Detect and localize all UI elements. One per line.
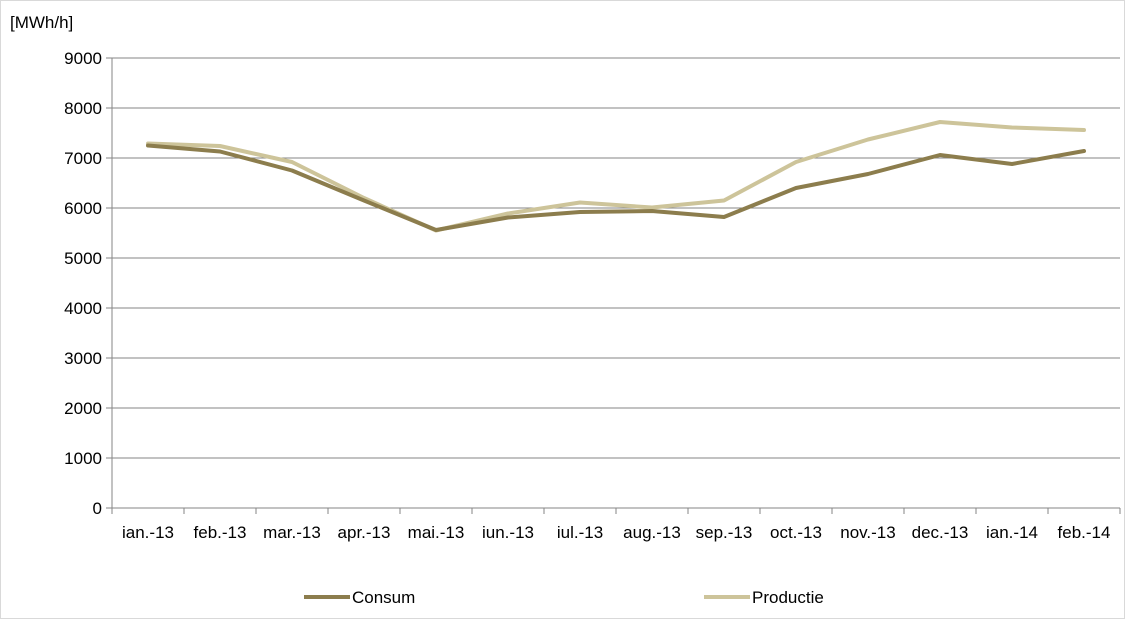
legend: Consum Productie <box>304 588 824 607</box>
x-tick-label: iul.-13 <box>557 523 603 542</box>
y-tick-label: 4000 <box>64 299 102 318</box>
y-tick-label: 6000 <box>64 199 102 218</box>
x-tick-label: aug.-13 <box>623 523 681 542</box>
y-tick-label: 7000 <box>64 149 102 168</box>
x-tick-label: iun.-13 <box>482 523 534 542</box>
y-tick-label: 5000 <box>64 249 102 268</box>
y-tick-label: 2000 <box>64 399 102 418</box>
series-line-productie <box>146 120 1086 233</box>
y-tick-label: 1000 <box>64 449 102 468</box>
y-tick-label: 8000 <box>64 99 102 118</box>
y-tick-label: 0 <box>93 499 102 518</box>
y-tick-label: 3000 <box>64 349 102 368</box>
x-tick-label: nov.-13 <box>840 523 895 542</box>
legend-label-productie: Productie <box>752 588 824 607</box>
legend-label-consum: Consum <box>352 588 415 607</box>
series-lines <box>146 120 1086 233</box>
x-tick-label: ian.-14 <box>986 523 1038 542</box>
x-tick-label: apr.-13 <box>338 523 391 542</box>
x-tick-label: mai.-13 <box>408 523 465 542</box>
y-tick-label: 9000 <box>64 49 102 68</box>
x-tick-label: oct.-13 <box>770 523 822 542</box>
y-tick-labels: 0 1000 2000 3000 4000 5000 6000 7000 8000 9000 <box>64 49 102 518</box>
axes <box>106 57 1121 514</box>
x-tick-labels: ian.-13 feb.-13 mar.-13 apr.-13 mai.-13 iun.-… <box>122 523 1110 542</box>
x-tick-label: ian.-13 <box>122 523 174 542</box>
x-tick-label: mar.-13 <box>263 523 321 542</box>
series-line-consum <box>146 143 1086 232</box>
x-tick-label: feb.-13 <box>194 523 247 542</box>
x-tick-label: dec.-13 <box>912 523 969 542</box>
x-tick-label: feb.-14 <box>1058 523 1111 542</box>
x-tick-label: sep.-13 <box>696 523 753 542</box>
y-axis-title: [MWh/h] <box>10 13 73 32</box>
